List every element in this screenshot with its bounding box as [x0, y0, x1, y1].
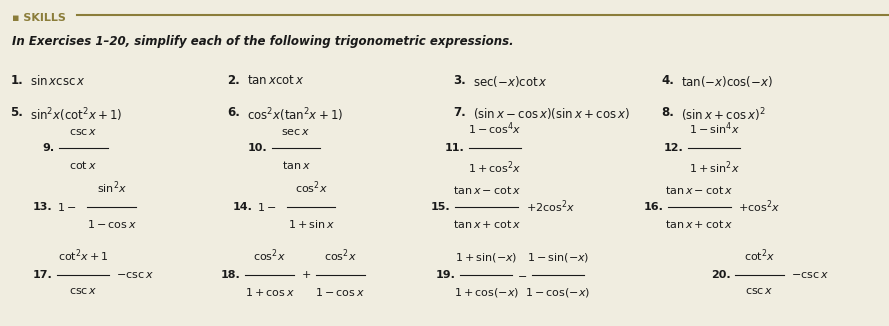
Text: $1+\sin x$: $1+\sin x$	[287, 218, 334, 230]
Text: $1+\cos x$: $1+\cos x$	[244, 286, 294, 298]
Text: 2.: 2.	[228, 74, 240, 87]
Text: 12.: 12.	[664, 143, 684, 154]
Text: $\tan x+\cot x$: $\tan x+\cot x$	[453, 218, 521, 230]
Text: 15.: 15.	[431, 202, 451, 212]
Text: $\tan x\cot x$: $\tan x\cot x$	[247, 74, 304, 87]
Text: $\sec(-x)\cot x$: $\sec(-x)\cot x$	[473, 74, 548, 89]
Text: 14.: 14.	[232, 202, 252, 212]
Text: $\cos^2\!x$: $\cos^2\!x$	[253, 247, 286, 263]
Text: $1-\cos x$: $1-\cos x$	[87, 218, 137, 230]
Text: $\cot^2\!x$: $\cot^2\!x$	[744, 247, 775, 263]
Text: $\tan x+\cot x$: $\tan x+\cot x$	[666, 218, 733, 230]
Text: $1-\cos x$: $1-\cos x$	[316, 286, 365, 298]
Text: $+$: $+$	[301, 269, 311, 280]
Text: $1-$: $1-$	[57, 200, 76, 213]
Text: $\csc x$: $\csc x$	[68, 286, 98, 295]
Text: 9.: 9.	[43, 143, 54, 154]
Text: $+\cos^2\!x$: $+\cos^2\!x$	[738, 198, 781, 215]
Text: 10.: 10.	[248, 143, 268, 154]
Text: $\sin^2\!x(\cot^2\!x+1)$: $\sin^2\!x(\cot^2\!x+1)$	[29, 106, 123, 124]
Text: $(\sin x+\cos x)^2$: $(\sin x+\cos x)^2$	[681, 106, 765, 124]
Text: $\cos^2\!x$: $\cos^2\!x$	[324, 247, 356, 263]
Text: $-\csc x$: $-\csc x$	[116, 270, 154, 279]
Text: $(\sin x-\cos x)(\sin x+\cos x)$: $(\sin x-\cos x)(\sin x+\cos x)$	[473, 106, 629, 122]
Text: 3.: 3.	[453, 74, 466, 87]
Text: 16.: 16.	[644, 202, 663, 212]
Text: $1-\sin^4\!x$: $1-\sin^4\!x$	[689, 121, 740, 138]
Text: $1-\cos(-x)$: $1-\cos(-x)$	[525, 286, 590, 299]
Text: 5.: 5.	[11, 106, 23, 119]
Text: 4.: 4.	[661, 74, 675, 87]
Text: $\csc x$: $\csc x$	[745, 286, 773, 295]
Text: $\csc x$: $\csc x$	[69, 127, 98, 138]
Text: $\cos^2\!x(\tan^2\!x+1)$: $\cos^2\!x(\tan^2\!x+1)$	[247, 106, 343, 124]
Text: $1-\cos^4\!x$: $1-\cos^4\!x$	[469, 121, 522, 138]
Text: $\cot^2\!x+1$: $\cot^2\!x+1$	[58, 247, 108, 263]
Text: In Exercises 1–20, simplify each of the following trigonometric expressions.: In Exercises 1–20, simplify each of the …	[12, 35, 514, 48]
Text: 11.: 11.	[445, 143, 465, 154]
Text: $1+\sin^2\!x$: $1+\sin^2\!x$	[689, 159, 740, 176]
Text: $1+\cos(-x)$: $1+\cos(-x)$	[453, 286, 519, 299]
Text: $\tan(-x)\cos(-x)$: $\tan(-x)\cos(-x)$	[681, 74, 773, 89]
Text: $+2\cos^2\!x$: $+2\cos^2\!x$	[525, 198, 575, 215]
Text: $1+\sin(-x)$: $1+\sin(-x)$	[455, 250, 517, 263]
Text: $\tan x-\cot x$: $\tan x-\cot x$	[453, 184, 521, 196]
Text: 18.: 18.	[221, 270, 241, 279]
Text: $\sec x$: $\sec x$	[282, 127, 310, 138]
Text: $\cot x$: $\cot x$	[69, 159, 97, 171]
Text: 20.: 20.	[711, 270, 731, 279]
Text: 1.: 1.	[11, 74, 23, 87]
Text: $-$: $-$	[517, 270, 527, 279]
Text: ▪ SKILLS: ▪ SKILLS	[12, 13, 66, 23]
Text: 6.: 6.	[228, 106, 240, 119]
Text: $\sin x\csc x$: $\sin x\csc x$	[29, 74, 85, 88]
Text: 8.: 8.	[661, 106, 675, 119]
Text: $\tan x-\cot x$: $\tan x-\cot x$	[666, 184, 733, 196]
Text: 13.: 13.	[33, 202, 52, 212]
Text: $1-\sin(-x)$: $1-\sin(-x)$	[526, 250, 589, 263]
Text: $1+\cos^2\!x$: $1+\cos^2\!x$	[469, 159, 522, 176]
Text: 7.: 7.	[453, 106, 466, 119]
Text: $\sin^2\!x$: $\sin^2\!x$	[97, 179, 127, 196]
Text: 17.: 17.	[33, 270, 52, 279]
Text: $\tan x$: $\tan x$	[282, 159, 310, 171]
Text: $1-$: $1-$	[257, 200, 276, 213]
Text: $-\csc x$: $-\csc x$	[791, 270, 829, 279]
Text: $\cos^2\!x$: $\cos^2\!x$	[295, 179, 327, 196]
Text: 19.: 19.	[436, 270, 456, 279]
